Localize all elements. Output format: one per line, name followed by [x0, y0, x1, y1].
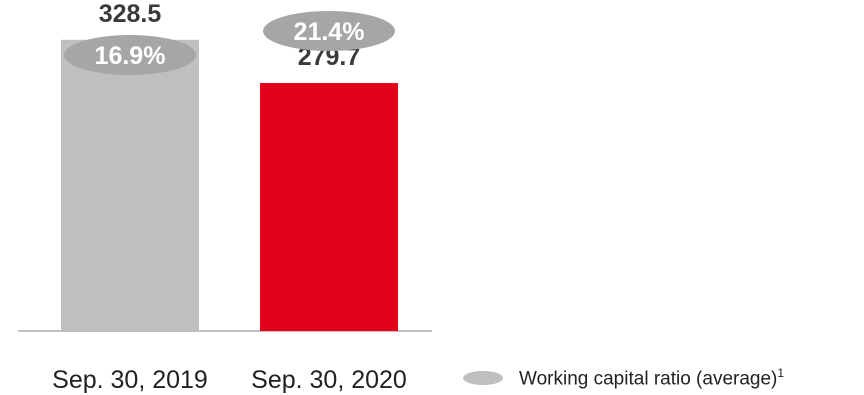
x-tick-label: Sep. 30, 2020	[251, 366, 407, 394]
ratio-ellipse	[64, 35, 196, 75]
legend-ellipse-icon	[463, 371, 503, 385]
ratio-ellipse	[263, 11, 395, 51]
bar	[61, 39, 199, 332]
bar	[260, 83, 398, 331]
ratio-label: 16.9%	[95, 42, 166, 70]
x-tick-label: Sep. 30, 2019	[52, 366, 208, 394]
ratio-label: 21.4%	[294, 18, 365, 46]
legend-label: Working capital ratio (average)1	[519, 365, 785, 390]
legend: Working capital ratio (average)1	[463, 364, 784, 392]
bar-value-label: 328.5	[99, 0, 162, 28]
